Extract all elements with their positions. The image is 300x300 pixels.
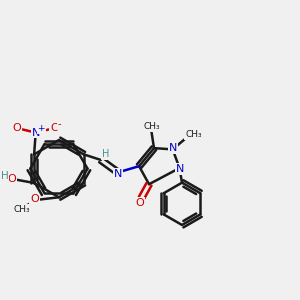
Text: CH₃: CH₃	[13, 205, 30, 214]
Text: -: -	[58, 119, 61, 130]
Text: +: +	[38, 124, 45, 133]
Text: N: N	[32, 128, 40, 138]
Text: O: O	[13, 123, 21, 133]
Text: H: H	[102, 149, 109, 159]
Text: N: N	[169, 143, 178, 153]
Text: N: N	[176, 164, 184, 174]
Text: H: H	[1, 170, 8, 181]
Text: O: O	[50, 123, 59, 133]
Text: O: O	[30, 194, 39, 205]
Text: CH₃: CH₃	[185, 130, 202, 139]
Text: O: O	[136, 198, 144, 208]
Text: O: O	[7, 174, 16, 184]
Text: CH₃: CH₃	[143, 122, 160, 131]
Text: N: N	[114, 169, 122, 178]
